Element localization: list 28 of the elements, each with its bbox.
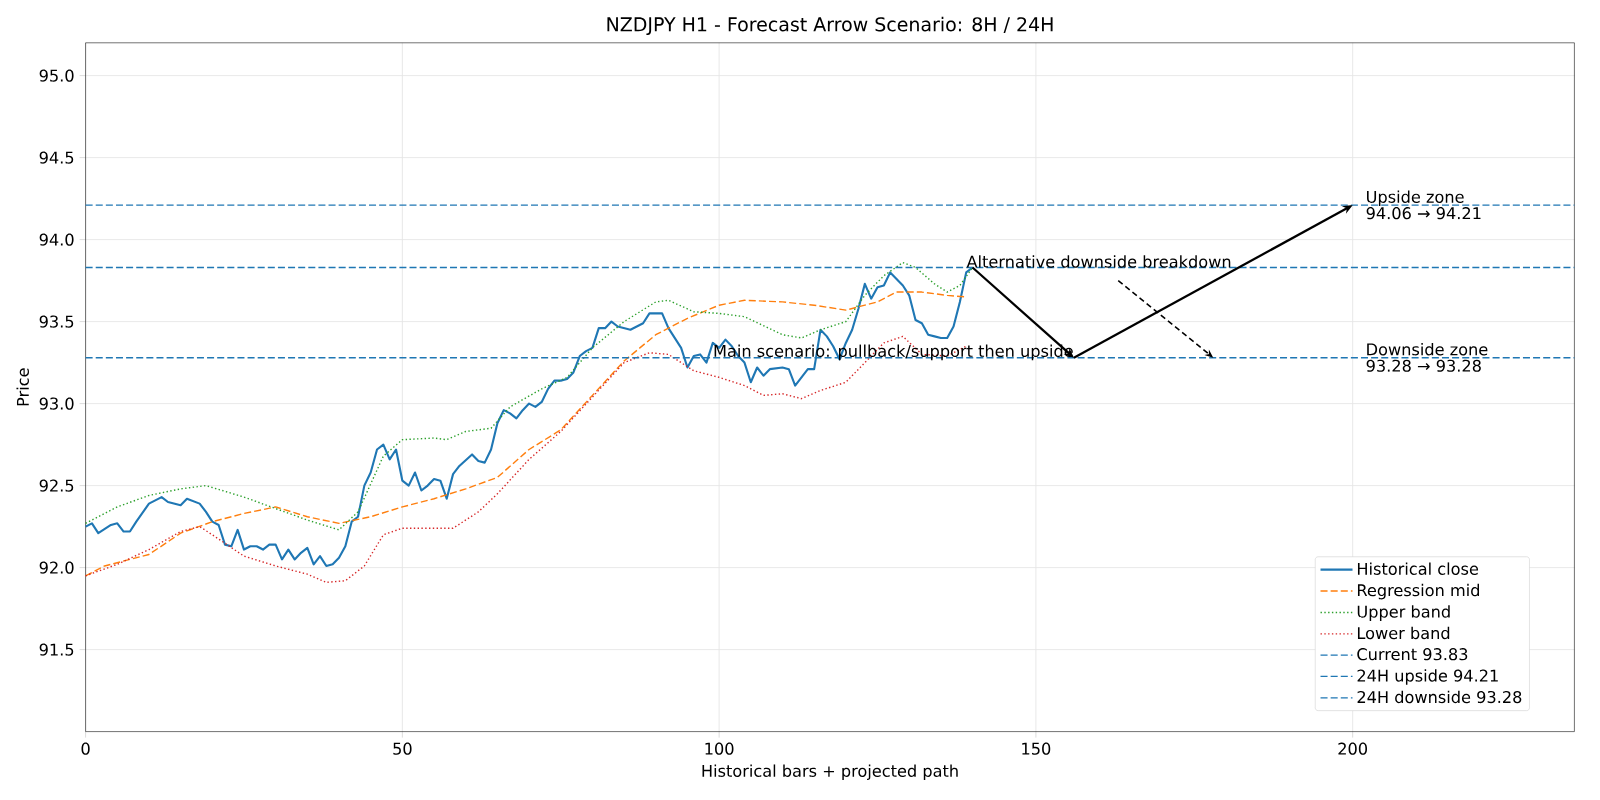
legend-label: Lower band [1357, 626, 1450, 640]
legend-label: 24H downside 93.28 [1357, 690, 1522, 704]
y-tick-label: 93.0 [39, 397, 74, 410]
y-tick-label: 95.0 [39, 69, 74, 82]
annotation: Alternative downside breakdown [966, 255, 1231, 268]
y-tick-label: 92.0 [39, 561, 74, 574]
annotation: Downside zone [1367, 342, 1488, 356]
y-tick-label: 93.5 [39, 315, 74, 328]
legend-label: 24H upside 94.21 [1357, 669, 1498, 685]
legend-label: Upper band [1357, 605, 1450, 621]
x-tick-label: 0 [81, 742, 90, 755]
annotation: 94.06 → 94.21 [1366, 207, 1481, 220]
y-tick-label: 94.0 [39, 233, 74, 246]
legend-label: Historical close [1357, 562, 1479, 575]
y-tick-label: 92.5 [39, 479, 74, 492]
y-tick-label: 91.5 [39, 643, 74, 656]
x-axis-title: Historical bars + projected path [702, 764, 958, 781]
y-tick-label: 94.5 [39, 151, 74, 164]
x-tick-label: 50 [393, 742, 412, 755]
legend-label: Regression mid [1357, 583, 1479, 600]
annotation: Upside zone [1367, 190, 1464, 207]
legend-label: Current 93.83 [1357, 648, 1468, 661]
chart-title: NZDJPY H1 - Forecast Arrow Scenario: 8H / 24H [607, 16, 1053, 36]
x-tick-label: 100 [705, 742, 734, 755]
x-tick-label: 200 [1338, 742, 1368, 755]
annotation: 93.28 → 93.28 [1366, 359, 1481, 372]
x-tick-label: 150 [1022, 742, 1051, 755]
y-axis-title: Price [16, 368, 29, 406]
